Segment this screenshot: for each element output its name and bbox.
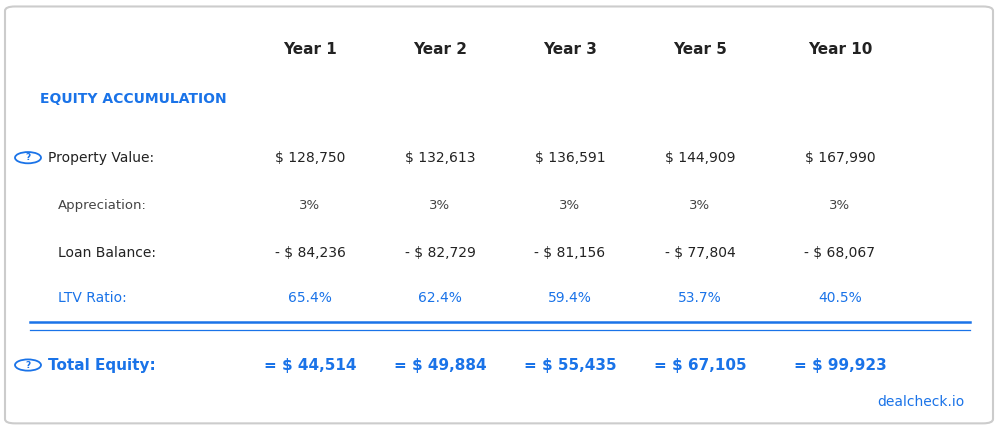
Text: Year 10: Year 10 [808,42,872,57]
Text: Loan Balance:: Loan Balance: [58,246,156,260]
Text: 40.5%: 40.5% [818,291,862,305]
Text: - $ 82,729: - $ 82,729 [405,246,475,260]
Text: 3%: 3% [689,199,711,212]
Text: 65.4%: 65.4% [288,291,332,305]
Text: dealcheck.io: dealcheck.io [878,395,965,409]
Text: 3%: 3% [429,199,451,212]
Text: = $ 44,514: = $ 44,514 [264,358,356,372]
Text: 3%: 3% [829,199,851,212]
Text: EQUITY ACCUMULATION: EQUITY ACCUMULATION [40,92,227,106]
Text: $ 167,990: $ 167,990 [805,151,875,165]
Text: Appreciation:: Appreciation: [58,199,147,212]
Text: - $ 81,156: - $ 81,156 [534,246,606,260]
Text: 3%: 3% [299,199,321,212]
Text: Year 5: Year 5 [673,42,727,57]
Text: Year 2: Year 2 [413,42,467,57]
Text: 53.7%: 53.7% [678,291,722,305]
Text: = $ 67,105: = $ 67,105 [654,358,746,372]
Text: 59.4%: 59.4% [548,291,592,305]
Text: 3%: 3% [559,199,581,212]
Text: $ 132,613: $ 132,613 [405,151,475,165]
Text: $ 136,591: $ 136,591 [535,151,605,165]
Text: Property Value:: Property Value: [48,151,154,165]
Text: - $ 84,236: - $ 84,236 [275,246,345,260]
Text: - $ 77,804: - $ 77,804 [665,246,735,260]
Text: Year 3: Year 3 [543,42,597,57]
Text: ?: ? [25,153,31,162]
Text: = $ 99,923: = $ 99,923 [794,358,886,372]
Text: 62.4%: 62.4% [418,291,462,305]
Text: $ 144,909: $ 144,909 [665,151,735,165]
FancyBboxPatch shape [5,6,993,423]
Text: = $ 55,435: = $ 55,435 [524,358,616,372]
Text: LTV Ratio:: LTV Ratio: [58,291,127,305]
Text: = $ 49,884: = $ 49,884 [394,358,486,372]
Text: Year 1: Year 1 [283,42,337,57]
Text: $ 128,750: $ 128,750 [275,151,345,165]
Text: - $ 68,067: - $ 68,067 [804,246,876,260]
Text: Total Equity:: Total Equity: [48,358,156,372]
Text: ?: ? [25,361,31,369]
